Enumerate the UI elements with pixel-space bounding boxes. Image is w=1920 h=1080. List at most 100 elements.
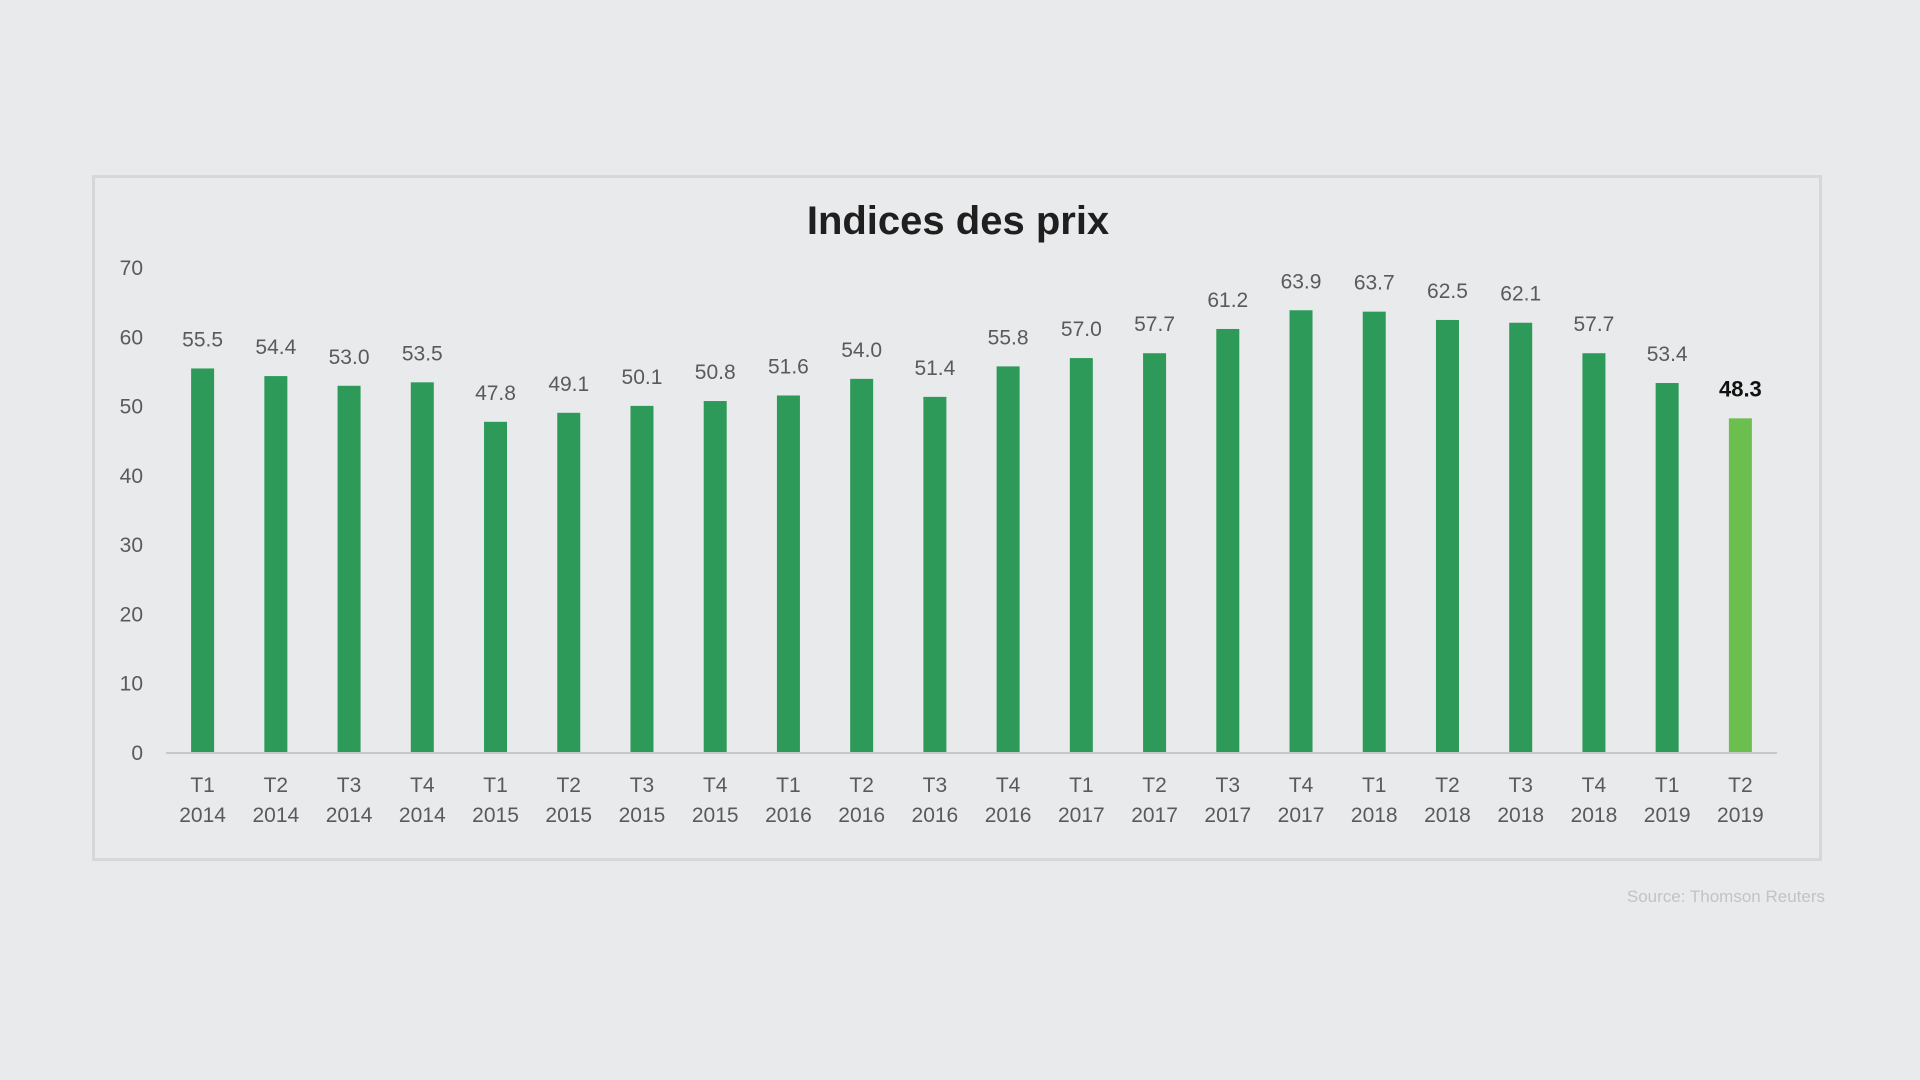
x-tick-year: 2018	[1497, 804, 1544, 827]
x-tick-quarter: T2	[1435, 774, 1460, 797]
bar	[1143, 353, 1167, 753]
bar	[1216, 328, 1240, 753]
y-tick-label: 30	[120, 534, 143, 557]
x-tick-year: 2017	[1204, 804, 1251, 827]
x-tick-year: 2017	[1131, 804, 1178, 827]
bar	[1362, 311, 1386, 753]
bar	[923, 396, 947, 753]
bar	[630, 405, 654, 753]
bar	[1289, 310, 1313, 753]
y-tick-label: 40	[120, 465, 143, 488]
data-label: 51.6	[768, 355, 809, 378]
x-tick-quarter: T1	[1655, 774, 1680, 797]
x-tick-quarter: T4	[1582, 774, 1607, 797]
bar	[1509, 322, 1533, 753]
x-tick-quarter: T1	[1362, 774, 1387, 797]
bar	[410, 382, 434, 753]
x-tick-year: 2016	[838, 804, 885, 827]
x-tick-quarter: T4	[703, 774, 728, 797]
data-label: 61.2	[1207, 289, 1248, 312]
x-tick-quarter: T2	[1728, 774, 1753, 797]
x-tick-year: 2015	[619, 804, 666, 827]
bar	[1069, 358, 1093, 753]
bar	[484, 421, 508, 753]
bar	[264, 376, 288, 753]
x-tick-year: 2019	[1644, 804, 1691, 827]
x-tick-quarter: T4	[1289, 774, 1314, 797]
x-tick-quarter: T4	[996, 774, 1021, 797]
data-label: 55.5	[182, 328, 223, 351]
data-label: 54.0	[841, 339, 882, 362]
data-label: 63.7	[1354, 272, 1395, 295]
chart-title: Indices des prix	[807, 199, 1109, 243]
x-tick-quarter: T2	[849, 774, 874, 797]
x-tick-year: 2016	[985, 804, 1032, 827]
x-tick-quarter: T3	[1508, 774, 1533, 797]
x-tick-quarter: T4	[410, 774, 435, 797]
x-tick-quarter: T3	[923, 774, 948, 797]
x-tick-year: 2016	[912, 804, 959, 827]
x-tick-year: 2017	[1278, 804, 1325, 827]
data-label: 53.5	[402, 342, 443, 365]
x-tick-year: 2014	[399, 804, 446, 827]
data-label: 57.0	[1061, 318, 1102, 341]
x-tick-quarter: T1	[483, 774, 508, 797]
x-tick-year: 2016	[765, 804, 812, 827]
x-tick-quarter: T1	[1069, 774, 1094, 797]
x-axis: T1 2014 T2 2014 T3 2014 T4 2014 T1 2015 T2 2015 T3 20…	[179, 774, 1763, 827]
y-tick-label: 20	[120, 603, 143, 626]
data-label: 54.4	[255, 336, 296, 359]
y-tick-label: 10	[120, 673, 143, 696]
x-tick-year: 2015	[692, 804, 739, 827]
data-label: 51.4	[914, 357, 955, 380]
data-label: 47.8	[475, 382, 516, 405]
bars	[191, 310, 1752, 753]
x-tick-year: 2017	[1058, 804, 1105, 827]
chart-frame	[92, 175, 1822, 861]
bar	[996, 366, 1020, 753]
data-label: 53.4	[1647, 343, 1688, 366]
x-tick-quarter: T3	[337, 774, 362, 797]
bar	[557, 412, 581, 753]
x-tick-quarter: T3	[630, 774, 655, 797]
data-label: 55.8	[988, 326, 1029, 349]
data-label: 53.0	[329, 346, 370, 369]
bar	[1435, 319, 1459, 753]
bar	[337, 385, 361, 753]
x-tick-quarter: T2	[264, 774, 289, 797]
data-label: 57.7	[1134, 313, 1175, 336]
x-tick-year: 2015	[472, 804, 519, 827]
x-tick-year: 2019	[1717, 804, 1764, 827]
x-tick-year: 2018	[1571, 804, 1618, 827]
bar	[1655, 383, 1679, 753]
data-label: 63.9	[1281, 270, 1322, 293]
x-tick-quarter: T1	[776, 774, 801, 797]
data-label: 57.7	[1573, 313, 1614, 336]
bar	[1582, 353, 1606, 753]
data-label: 50.8	[695, 361, 736, 384]
bar	[703, 401, 727, 753]
x-tick-quarter: T2	[1142, 774, 1167, 797]
bar	[776, 395, 800, 753]
y-axis: 0 10 20 30 40 50 60 70	[120, 257, 143, 765]
y-tick-label: 60	[120, 326, 143, 349]
bar	[191, 368, 215, 753]
data-label: 48.3	[1719, 376, 1762, 401]
y-tick-label: 70	[120, 257, 143, 280]
x-tick-year: 2018	[1351, 804, 1398, 827]
source-note: Source: Thomson Reuters	[1626, 887, 1825, 906]
x-tick-quarter: T2	[556, 774, 581, 797]
x-tick-year: 2015	[545, 804, 592, 827]
data-label: 49.1	[548, 373, 589, 396]
x-tick-year: 2014	[252, 804, 299, 827]
x-tick-quarter: T3	[1216, 774, 1241, 797]
x-tick-quarter: T1	[190, 774, 215, 797]
y-tick-label: 0	[131, 742, 143, 765]
data-label: 62.1	[1500, 283, 1541, 306]
x-tick-year: 2018	[1424, 804, 1471, 827]
bar	[1728, 418, 1752, 753]
data-label: 50.1	[622, 366, 663, 389]
x-tick-year: 2014	[179, 804, 226, 827]
data-label: 62.5	[1427, 280, 1468, 303]
